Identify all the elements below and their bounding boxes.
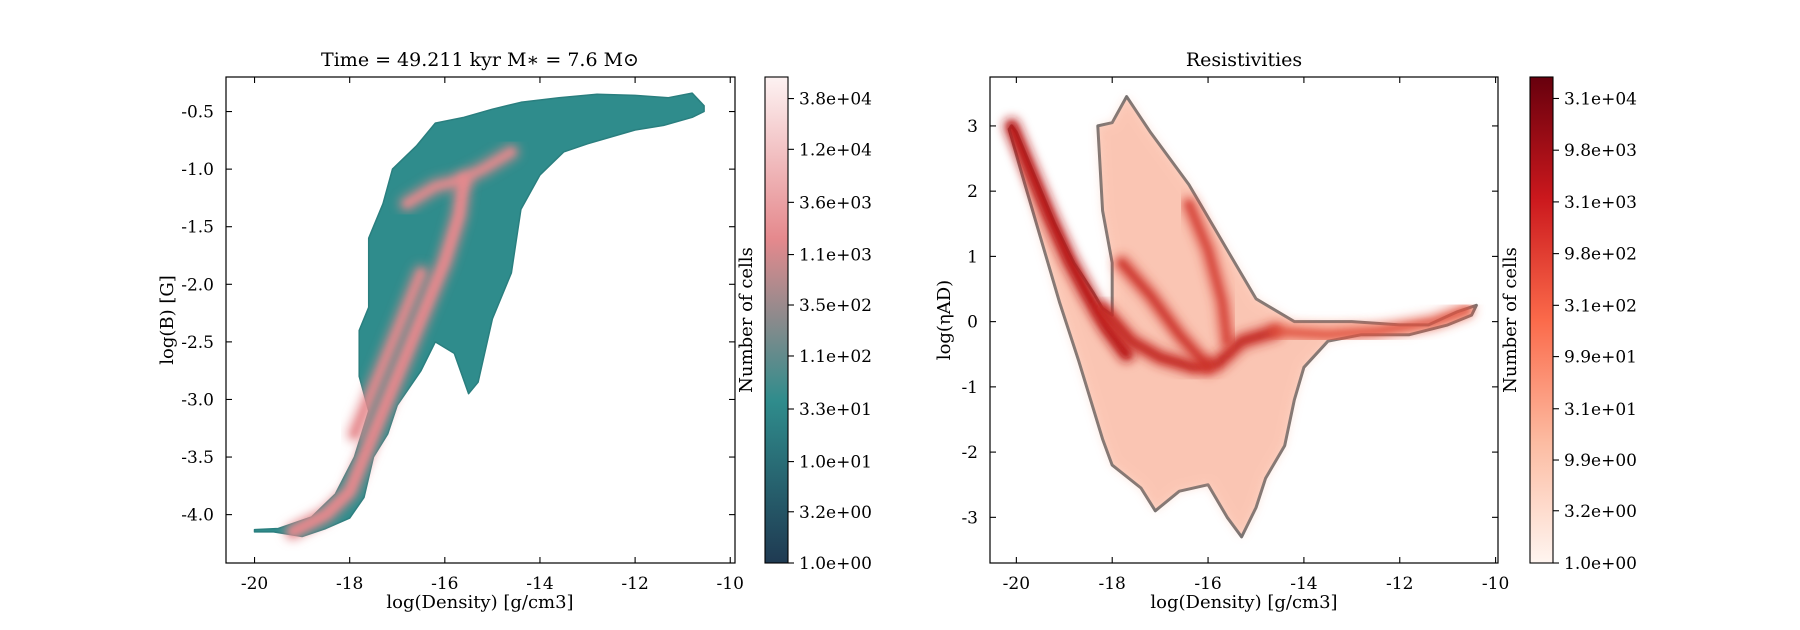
right-panel-title: Resistivities	[1186, 49, 1302, 71]
high-count-ridge	[1185, 201, 1231, 345]
x-tick-label: -14	[526, 574, 553, 594]
colorbar-tick-label: 9.8e+03	[1564, 141, 1637, 161]
high-count-ridge	[1099, 305, 1279, 371]
y-tick-label: -1.5	[181, 218, 214, 238]
right-colorbar: 1.0e+00 3.2e+00 9.9e+00 3.1e+01 9.9e+01 3.1e+…	[1500, 76, 1637, 574]
right-axes-frame	[989, 76, 1499, 564]
y-tick-label: -2.0	[181, 275, 214, 295]
y-tick-label: -1	[961, 378, 978, 398]
left-axis-ticks: -20 -18 -16 -14 -12 -10 -4.0 -3.5 -3.0 -2.5 -2.0 -1…	[181, 77, 744, 594]
colorbar-tick-label: 9.9e+00	[1564, 451, 1637, 471]
y-tick-label: -3.5	[181, 448, 214, 468]
y-tick-label: -1.0	[181, 160, 214, 180]
left-x-axis-label: log(Density) [g/cm3]	[386, 592, 573, 613]
right-heatmap	[1003, 95, 1478, 539]
high-count-ridge	[1118, 259, 1212, 371]
high-count-ridge	[1008, 122, 1130, 358]
y-tick-label: -2.5	[181, 333, 214, 353]
high-count-ridge	[1272, 306, 1470, 338]
y-tick-label: 2	[967, 182, 978, 202]
colorbar-tick-label: 3.3e+01	[799, 400, 872, 420]
high-count-ridge	[351, 269, 424, 437]
colorbar-tick-label: 3.2e+00	[799, 503, 872, 523]
colorbar-tick-label: 3.1e+04	[1564, 89, 1637, 109]
colorbar-tick-label: 3.6e+03	[799, 193, 872, 213]
right-y-axis-label: log(ηAD)	[934, 280, 955, 360]
y-tick-label: 0	[967, 313, 978, 333]
colorbar-tick-label: 9.9e+01	[1564, 348, 1637, 368]
colorbar-tick-label: 3.1e+02	[1564, 296, 1637, 316]
left-heatmap	[253, 92, 705, 540]
left-colorbar: 1.0e+00 3.2e+00 1.0e+01 3.3e+01 1.1e+02 3.5e+…	[736, 76, 872, 574]
x-tick-label: -20	[241, 574, 268, 594]
x-tick-label: -18	[1099, 574, 1126, 594]
right-panel: Resistivities -20 -18 -16 -14 -12 -10-3-2-101…	[934, 49, 1637, 613]
high-count-ridge	[403, 148, 515, 207]
colorbar-tick-label: 1.0e+01	[799, 453, 872, 473]
right-x-axis-label: log(Density) [g/cm3]	[1150, 592, 1337, 613]
y-tick-label: -0.5	[181, 103, 214, 123]
colorbar-tick-label: 1.0e+00	[1564, 554, 1637, 574]
y-tick-label: 3	[967, 117, 978, 137]
x-tick-label: -16	[1194, 574, 1221, 594]
colorbar-tick-label: 1.2e+04	[799, 140, 872, 160]
high-count-ridge	[289, 177, 467, 535]
colorbar-tick-label: 1.1e+03	[799, 246, 872, 266]
colorbar-tick-label: 3.5e+02	[799, 296, 872, 316]
colorbar-tick-label: 1.0e+00	[799, 554, 872, 574]
density-region-shading	[1009, 96, 1477, 537]
colorbar-tick-label: 9.8e+02	[1564, 245, 1637, 265]
y-tick-label: -2	[961, 443, 978, 463]
left-panel: Time = 49.211 kyr M∗ = 7.6 M⊙ -20 -18 -16-…	[157, 49, 872, 613]
density-region	[253, 92, 705, 538]
y-tick-label: -4.0	[181, 506, 214, 526]
x-tick-label: -10	[717, 574, 744, 594]
x-tick-label: -12	[621, 574, 648, 594]
y-tick-label: 1	[967, 247, 978, 267]
x-tick-label: -18	[336, 574, 363, 594]
y-tick-label: -3	[961, 508, 978, 528]
x-tick-label: -12	[1386, 574, 1413, 594]
colorbar-tick-label: 3.1e+03	[1564, 193, 1637, 213]
colorbar-tick-label: 3.8e+04	[799, 90, 872, 110]
left-axes-frame	[225, 76, 736, 564]
right-colorbar-label: Number of cells	[1500, 247, 1521, 393]
left-y-axis-label: log(B) [G]	[157, 275, 178, 365]
x-tick-label: -20	[1003, 574, 1030, 594]
x-tick-label: -10	[1482, 574, 1509, 594]
left-colorbar-label: Number of cells	[736, 247, 757, 393]
colorbar-tick-label: 3.1e+01	[1564, 400, 1637, 420]
colorbar-tick-label: 1.1e+02	[799, 347, 872, 367]
x-tick-label: -14	[1290, 574, 1317, 594]
x-tick-label: -16	[431, 574, 458, 594]
left-panel-title: Time = 49.211 kyr M∗ = 7.6 M⊙	[321, 49, 639, 71]
colorbar-tick-label: 3.2e+00	[1564, 502, 1637, 522]
y-tick-label: -3.0	[181, 390, 214, 410]
